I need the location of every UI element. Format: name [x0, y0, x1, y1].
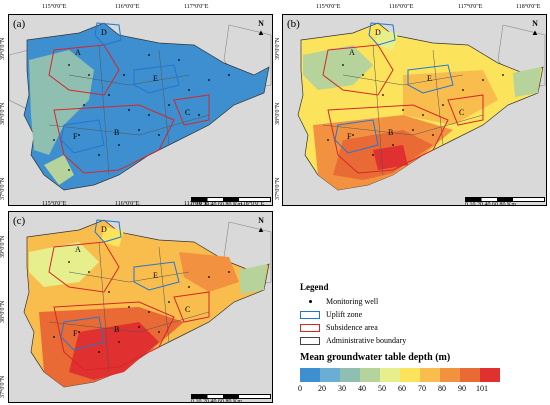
zone-label-E: E — [153, 74, 158, 83]
zone-label-B: B — [114, 128, 119, 137]
map-panel-c: A B C D E F (c) N ▲ 0 10 20 40 60 80 Km — [8, 211, 273, 403]
map-a-svg: A B C D E F — [9, 22, 272, 191]
lat-label: 39°0'0"N — [0, 235, 6, 258]
subsidence-C — [173, 94, 210, 126]
scale-bar: 0 10 20 40 60 80 Km — [191, 394, 271, 402]
legend-item-well: Monitoring well — [300, 296, 378, 307]
svg-text:A: A — [75, 245, 81, 254]
north-arrow-icon: N ▲ — [257, 216, 265, 234]
monitoring-wells-a — [53, 54, 230, 171]
map-b-svg: A B C D E F — [297, 22, 546, 191]
map-panel-b: A B C D E F (b) N ▲ 0 10 20 40 60 80 Km — [282, 14, 547, 206]
svg-text:D: D — [375, 28, 381, 37]
lat-label: 37°0'0"N — [0, 177, 6, 200]
legend-item-subsidence: Subsidence area — [300, 322, 378, 333]
colorbar-ticks: 0 20 30 40 50 60 70 80 90 101 — [298, 384, 488, 393]
colorbar-title: Mean groundwater table depth (m) — [300, 352, 451, 363]
uplift-E — [133, 64, 180, 94]
lat-label: 39°0'0"N — [0, 37, 6, 60]
lat-label: 37°0'0"N — [275, 177, 281, 200]
legend: Legend Monitoring well Uplift zone Subsi… — [298, 282, 548, 403]
north-arrow-icon: N ▲ — [531, 19, 539, 37]
scale-bar: 0 10 20 40 60 80 Km — [191, 197, 271, 205]
lon-label: 115°0'0"E — [42, 201, 67, 207]
zone-label-A: A — [75, 48, 81, 57]
panel-label-a: (a) — [13, 18, 26, 30]
svg-text:B: B — [114, 325, 119, 334]
lon-label: 118°0'0"E — [516, 4, 541, 10]
panel-label-c: (c) — [13, 215, 26, 227]
north-arrow-icon: N ▲ — [257, 19, 265, 37]
lon-label: 118°0'0"E — [240, 201, 265, 207]
svg-text:B: B — [388, 128, 393, 137]
lat-label: 39°0'0"N — [275, 37, 281, 60]
svg-text:F: F — [347, 132, 352, 141]
uplift-D — [94, 22, 122, 46]
lat-label: 38°0'0"N — [0, 300, 6, 323]
zone-label-D: D — [101, 28, 107, 37]
scale-bar: 0 10 20 40 60 80 Km — [465, 197, 545, 205]
legend-item-uplift: Uplift zone — [300, 309, 362, 320]
panel-label-b: (b) — [287, 18, 300, 30]
svg-text:C: C — [185, 305, 190, 314]
map-panel-a: A B C D E F (a) N ▲ 0 10 20 40 60 80 Km — [8, 14, 273, 206]
lon-label: 117°0'0"E — [458, 4, 483, 10]
lat-label: 37°0'0"N — [0, 375, 6, 398]
lon-label: 116°0'0"E — [389, 4, 414, 10]
lon-label: 116°0'0"E — [115, 4, 140, 10]
lon-label: 117°0'0"E — [184, 201, 209, 207]
zone-label-C: C — [185, 108, 190, 117]
lon-label: 116°0'0"E — [115, 201, 140, 207]
svg-text:E: E — [427, 74, 432, 83]
colorbar — [300, 368, 500, 382]
lat-label: 38°0'0"N — [0, 102, 6, 125]
uplift-F — [60, 119, 105, 154]
lon-label: 115°0'0"E — [42, 4, 67, 10]
svg-text:F: F — [73, 329, 78, 338]
legend-title: Legend — [300, 282, 329, 292]
subsidence-B — [53, 104, 175, 174]
map-c-svg: A B C D E F — [23, 219, 272, 388]
svg-text:D: D — [101, 225, 107, 234]
zone-label-F: F — [73, 132, 78, 141]
lon-label: 115°0'0"E — [316, 4, 341, 10]
svg-text:C: C — [459, 108, 464, 117]
lat-label: 38°0'0"N — [275, 102, 281, 125]
lon-label: 117°0'0"E — [184, 4, 209, 10]
svg-text:E: E — [153, 271, 158, 280]
svg-text:A: A — [349, 48, 355, 57]
legend-item-admin: Administrative boundary — [300, 335, 406, 346]
